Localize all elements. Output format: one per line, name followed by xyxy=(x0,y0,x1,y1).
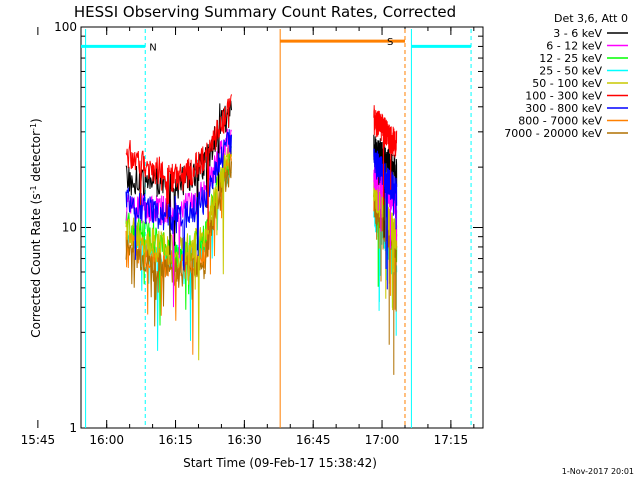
legend-title: Det 3,6, Att 0 xyxy=(554,12,628,25)
series-line-5-seg2 xyxy=(373,105,398,206)
series-line-6-seg2 xyxy=(373,148,398,290)
legend-label: 25 - 50 keV xyxy=(539,65,602,78)
legend-label: 800 - 7000 keV xyxy=(518,115,602,128)
y-axis-label: Corrected Count Rate (s-1 detector-1) xyxy=(29,118,44,337)
chart-title: HESSI Observing Summary Count Rates, Cor… xyxy=(74,3,456,21)
y-tick-label: 1 xyxy=(69,421,77,435)
y-axis-label-sup2: -1 xyxy=(29,123,38,131)
plot-area: 1 10 100 15:45 16:00 16:15 16:30 16:45 17:00 17:1… xyxy=(21,20,484,447)
x-tick-label: 15:45 xyxy=(21,433,56,447)
legend-label: 300 - 800 keV xyxy=(525,102,602,115)
legend-label: 12 - 25 keV xyxy=(539,52,602,65)
x-tick-label: 16:45 xyxy=(296,433,331,447)
flag-tag-n: N xyxy=(149,42,156,53)
y-axis-label-mid: detector xyxy=(29,131,43,186)
x-tick-label: 16:15 xyxy=(158,433,193,447)
series-line-5-seg1 xyxy=(125,94,232,231)
y-axis-label-sup1: -1 xyxy=(29,185,38,193)
legend-label: 3 - 6 keV xyxy=(553,27,602,40)
y-axis-label-end: ) xyxy=(29,118,43,123)
legend-label: 7000 - 20000 keV xyxy=(504,127,602,140)
legend-label: 6 - 12 keV xyxy=(546,40,602,53)
timestamp-stamp: 1-Nov-2017 20:01 xyxy=(562,467,634,476)
series-line-4-seg1 xyxy=(125,142,232,361)
y-tick-label: 10 xyxy=(62,221,77,235)
flag-tag-s: S xyxy=(387,37,393,48)
x-tick-label: 16:30 xyxy=(227,433,262,447)
legend-label: 50 - 100 keV xyxy=(532,77,602,90)
series-line-6-seg1 xyxy=(125,129,232,271)
series-line-8-seg1 xyxy=(125,158,232,327)
y-tick-label: 100 xyxy=(54,20,77,34)
x-axis-label: Start Time (09-Feb-17 15:38:42) xyxy=(183,456,377,470)
y-axis-label-main: Corrected Count Rate (s xyxy=(29,193,43,337)
legend-label: 100 - 300 keV xyxy=(525,90,602,103)
series-line-4-seg2 xyxy=(373,180,398,311)
x-tick-label: 16:00 xyxy=(89,433,124,447)
x-tick-label: 17:00 xyxy=(365,433,400,447)
x-tick-label: 17:15 xyxy=(434,433,469,447)
